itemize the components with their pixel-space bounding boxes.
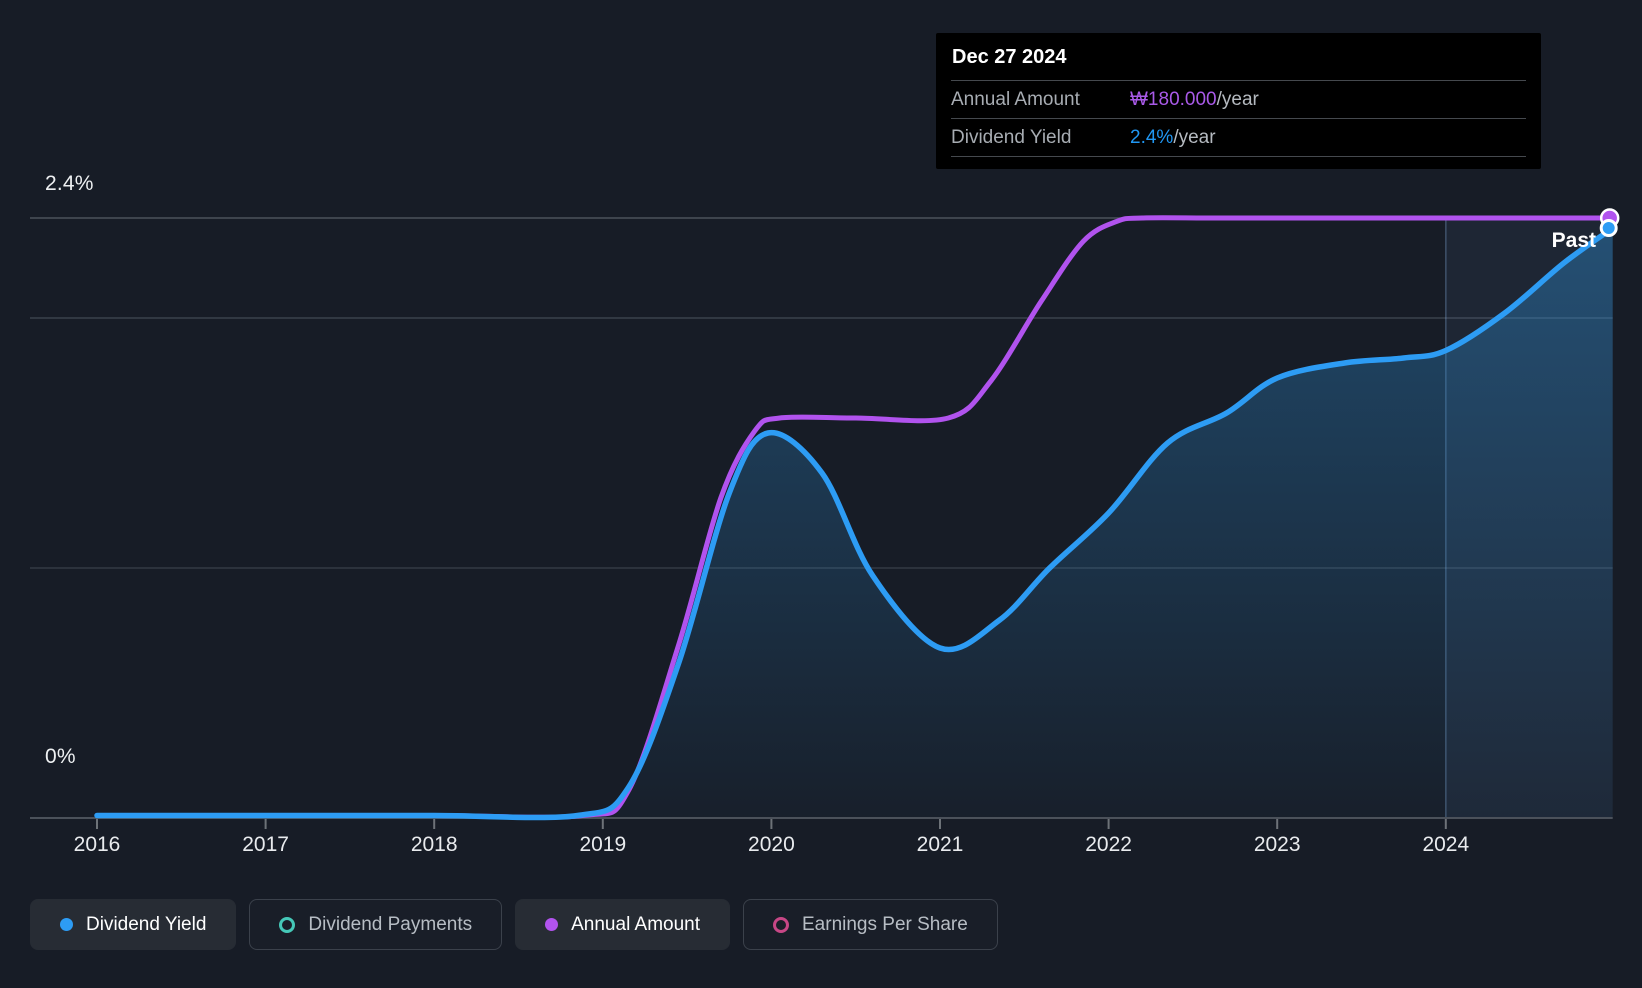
legend-button-dividend-yield[interactable]: Dividend Yield [30, 899, 237, 950]
tooltip-value-dividend-yield: 2.4% /year [1130, 126, 1216, 148]
earnings-per-share-marker-icon [773, 916, 789, 933]
x-axis-label-2021: 2021 [916, 833, 964, 856]
dividend-yield-end-marker [1599, 219, 1618, 237]
past-region-label: Past [1551, 229, 1596, 252]
tooltip-row-annual-amount: Annual Amount ₩180.000 /year [951, 81, 1526, 119]
x-axis-label-2019: 2019 [579, 833, 627, 856]
dividend-yield-line [94, 225, 1616, 821]
chart-legend: Dividend Yield Dividend Payments Annual Am… [30, 899, 998, 950]
x-axis-label-2016: 2016 [73, 833, 121, 856]
tooltip-value-annual-amount: ₩180.000 /year [1130, 88, 1259, 110]
tooltip-label-dividend-yield: Dividend Yield [951, 126, 1072, 148]
dividend-payments-marker-icon [279, 916, 296, 933]
legend-label-annual-amount: Annual Amount [571, 913, 700, 935]
legend-button-dividend-payments[interactable]: Dividend Payments [249, 899, 503, 950]
y-axis-max-label: 2.4% [45, 172, 94, 195]
x-axis-label-2024: 2024 [1422, 833, 1470, 856]
tooltip-row-dividend-yield: Dividend Yield 2.4% /year [951, 119, 1526, 157]
tooltip-label-annual-amount: Annual Amount [951, 88, 1080, 110]
annual-amount-marker-icon [545, 918, 559, 931]
tooltip-date: Dec 27 2024 [951, 33, 1526, 81]
x-axis-label-2017: 2017 [242, 833, 289, 856]
x-axis-label-2023: 2023 [1253, 833, 1301, 856]
dividend-yield-area [97, 228, 1613, 818]
legend-button-earnings-per-share[interactable]: Earnings Per Share [743, 899, 998, 950]
chart-tooltip: Dec 27 2024 Annual Amount ₩180.000 /year… [936, 33, 1541, 169]
x-axis-ticks [96, 819, 1447, 829]
x-axis-label-2018: 2018 [410, 833, 458, 856]
legend-label-dividend-yield: Dividend Yield [86, 913, 207, 935]
y-axis-zero-label: 0% [45, 745, 76, 768]
x-axis-label-2022: 2022 [1085, 833, 1132, 856]
x-axis-label-2020: 2020 [748, 833, 795, 856]
dividend-yield-marker-icon [60, 918, 73, 931]
legend-label-earnings-per-share: Earnings Per Share [802, 913, 968, 935]
legend-button-annual-amount[interactable]: Annual Amount [515, 899, 730, 950]
x-axis-labels: 2016 2017 2018 2019 2020 2021 2022 2023 2024 [0, 833, 1642, 863]
legend-label-dividend-payments: Dividend Payments [308, 913, 473, 935]
